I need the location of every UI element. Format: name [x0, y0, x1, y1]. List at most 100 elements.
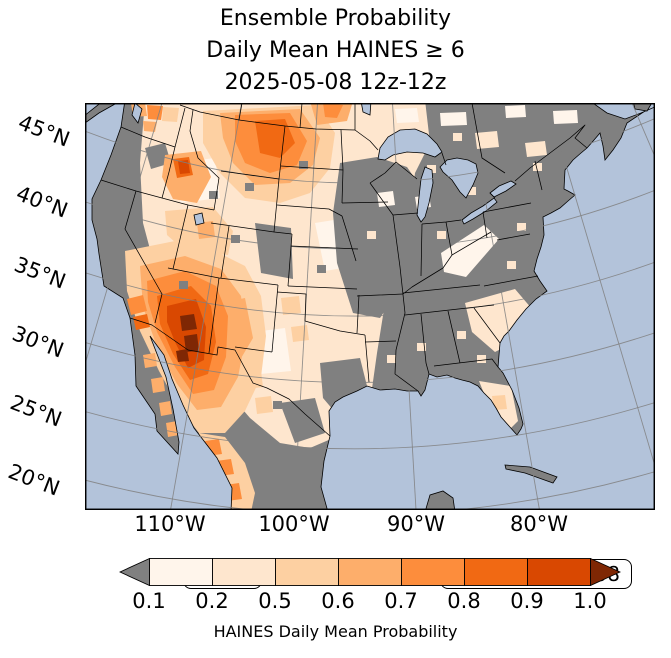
lon-label-100w: 100°W: [258, 512, 330, 536]
lat-label-25n: 25°N: [6, 390, 66, 432]
map-canvas: [85, 103, 655, 510]
field-canada-east-pale: [395, 105, 578, 126]
title-line-2: Daily Mean HAINES ≥ 6: [206, 38, 465, 63]
raster-cell: [209, 191, 218, 199]
state-borders-west: [100, 107, 293, 354]
field-idaho-tier6: [178, 160, 190, 174]
title-line-3: 2025-05-08 12z-12z: [224, 70, 447, 95]
raster-cell: [317, 265, 326, 273]
colorbar-tick: 0.5: [258, 589, 292, 613]
colorbar-tick: 0.9: [510, 589, 544, 613]
colorbar-segment-6: [464, 558, 528, 586]
raster-cell: [517, 223, 526, 231]
field-canada-east-cream: [475, 131, 547, 157]
great-salt-lake: [193, 212, 205, 226]
raster-cell: [299, 161, 308, 169]
map-panel: Mean Run: 2025-05-08: [85, 103, 655, 589]
raster-cell: [367, 231, 376, 239]
lake-erie: [461, 197, 498, 225]
raster-cell: [533, 163, 542, 171]
colorbar-segment-3: [275, 558, 339, 586]
parallel-30n: [85, 332, 655, 383]
state-borders-east: [369, 160, 543, 392]
field-texas-cells2: [245, 296, 309, 414]
yucatan-peninsula: [425, 490, 456, 510]
title-line-1: Ensemble Probability: [219, 6, 452, 31]
field-canada-streak4: [323, 103, 343, 118]
field-bc-cells4: [147, 105, 163, 120]
colorbar-segment-1: [149, 558, 213, 586]
raster-cell: [245, 183, 254, 191]
colorbar-tick: 0.1: [132, 589, 166, 613]
raster-cell: [467, 187, 476, 195]
parallel-25n: [85, 402, 655, 450]
raster-cell: [179, 281, 188, 289]
canada-mexico-borders: [129, 103, 588, 437]
figure-title: Ensemble Probability Daily Mean HAINES ≥…: [0, 3, 671, 99]
field-gray-hole: [110, 143, 425, 443]
lat-label-40n: 40°N: [12, 181, 72, 223]
raster-cell: [387, 355, 396, 363]
colorbar-ticks: 0.1 0.2 0.5 0.6 0.7 0.8 0.9 1.0: [119, 589, 621, 615]
field-ut-cell: [197, 221, 215, 239]
lat-label-35n: 35°N: [10, 252, 70, 294]
colorbar-tick: 0.8: [447, 589, 481, 613]
raster-cell: [427, 165, 436, 173]
raster-cell: [457, 331, 466, 339]
newfoundland-island: [633, 103, 653, 112]
lon-label-80w: 80°W: [510, 512, 568, 536]
raster-cell: [507, 261, 516, 269]
colorbar-canvas: [118, 557, 622, 587]
raster-cell: [453, 133, 462, 141]
colorbar-segment-4: [338, 558, 402, 586]
colorbar: [118, 557, 622, 587]
colorbar-under-arrow: [118, 557, 150, 587]
field-bc-cells2: [162, 107, 179, 122]
raster-noise-gray: [179, 161, 326, 409]
raster-cell: [497, 333, 506, 341]
field-baja-cells3: [143, 353, 179, 437]
pacific-ocean: [85, 103, 233, 510]
raster-noise-cream: [343, 133, 546, 363]
field-sw-over-core: [176, 314, 199, 362]
field-appalachia-pale: [377, 191, 499, 277]
colorbar-tick: 0.7: [384, 589, 418, 613]
colorbar-over-arrow: [590, 557, 622, 587]
parallel-20n: [85, 471, 655, 510]
raster-cell: [437, 231, 446, 239]
water-bodies: [85, 103, 655, 510]
parallel-40n: [85, 189, 655, 250]
puget-sound: [131, 103, 143, 124]
meridian-110w: [170, 103, 243, 510]
raster-cell: [231, 235, 240, 243]
vancouver-island: [85, 103, 117, 124]
raster-cell: [343, 335, 352, 343]
colorbar-segment-2: [212, 558, 276, 586]
colorbar-segment-5: [401, 558, 465, 586]
lon-label-110w: 110°W: [134, 512, 206, 536]
lat-label-20n: 20°N: [4, 459, 64, 501]
lake-michigan: [416, 166, 434, 223]
map-frame: [85, 103, 655, 510]
meridian-80w: [467, 103, 540, 510]
meridian-70w: [547, 103, 655, 468]
field-florida-cell2: [492, 395, 507, 410]
raster-cell: [477, 355, 486, 363]
lake-huron: [439, 157, 479, 199]
state-borders-plains: [276, 129, 404, 383]
lon-label-90w: 90°W: [387, 512, 445, 536]
colorbar-label: HAINES Daily Mean Probability: [213, 622, 458, 641]
political-borders: [100, 103, 588, 437]
meridian-120w: [85, 103, 163, 366]
colorbar-tick: 0.6: [321, 589, 355, 613]
colorbar-segment-7: [527, 558, 591, 586]
cuba-island: [504, 464, 558, 484]
raster-cell: [273, 401, 282, 409]
parallel-35n: [85, 261, 655, 317]
raster-cell: [417, 343, 426, 351]
lake-winnipeg: [360, 103, 372, 116]
lat-label-45n: 45°N: [14, 110, 74, 152]
colorbar-tick: 1.0: [573, 589, 607, 613]
colorbar-tick: 0.2: [195, 589, 229, 613]
